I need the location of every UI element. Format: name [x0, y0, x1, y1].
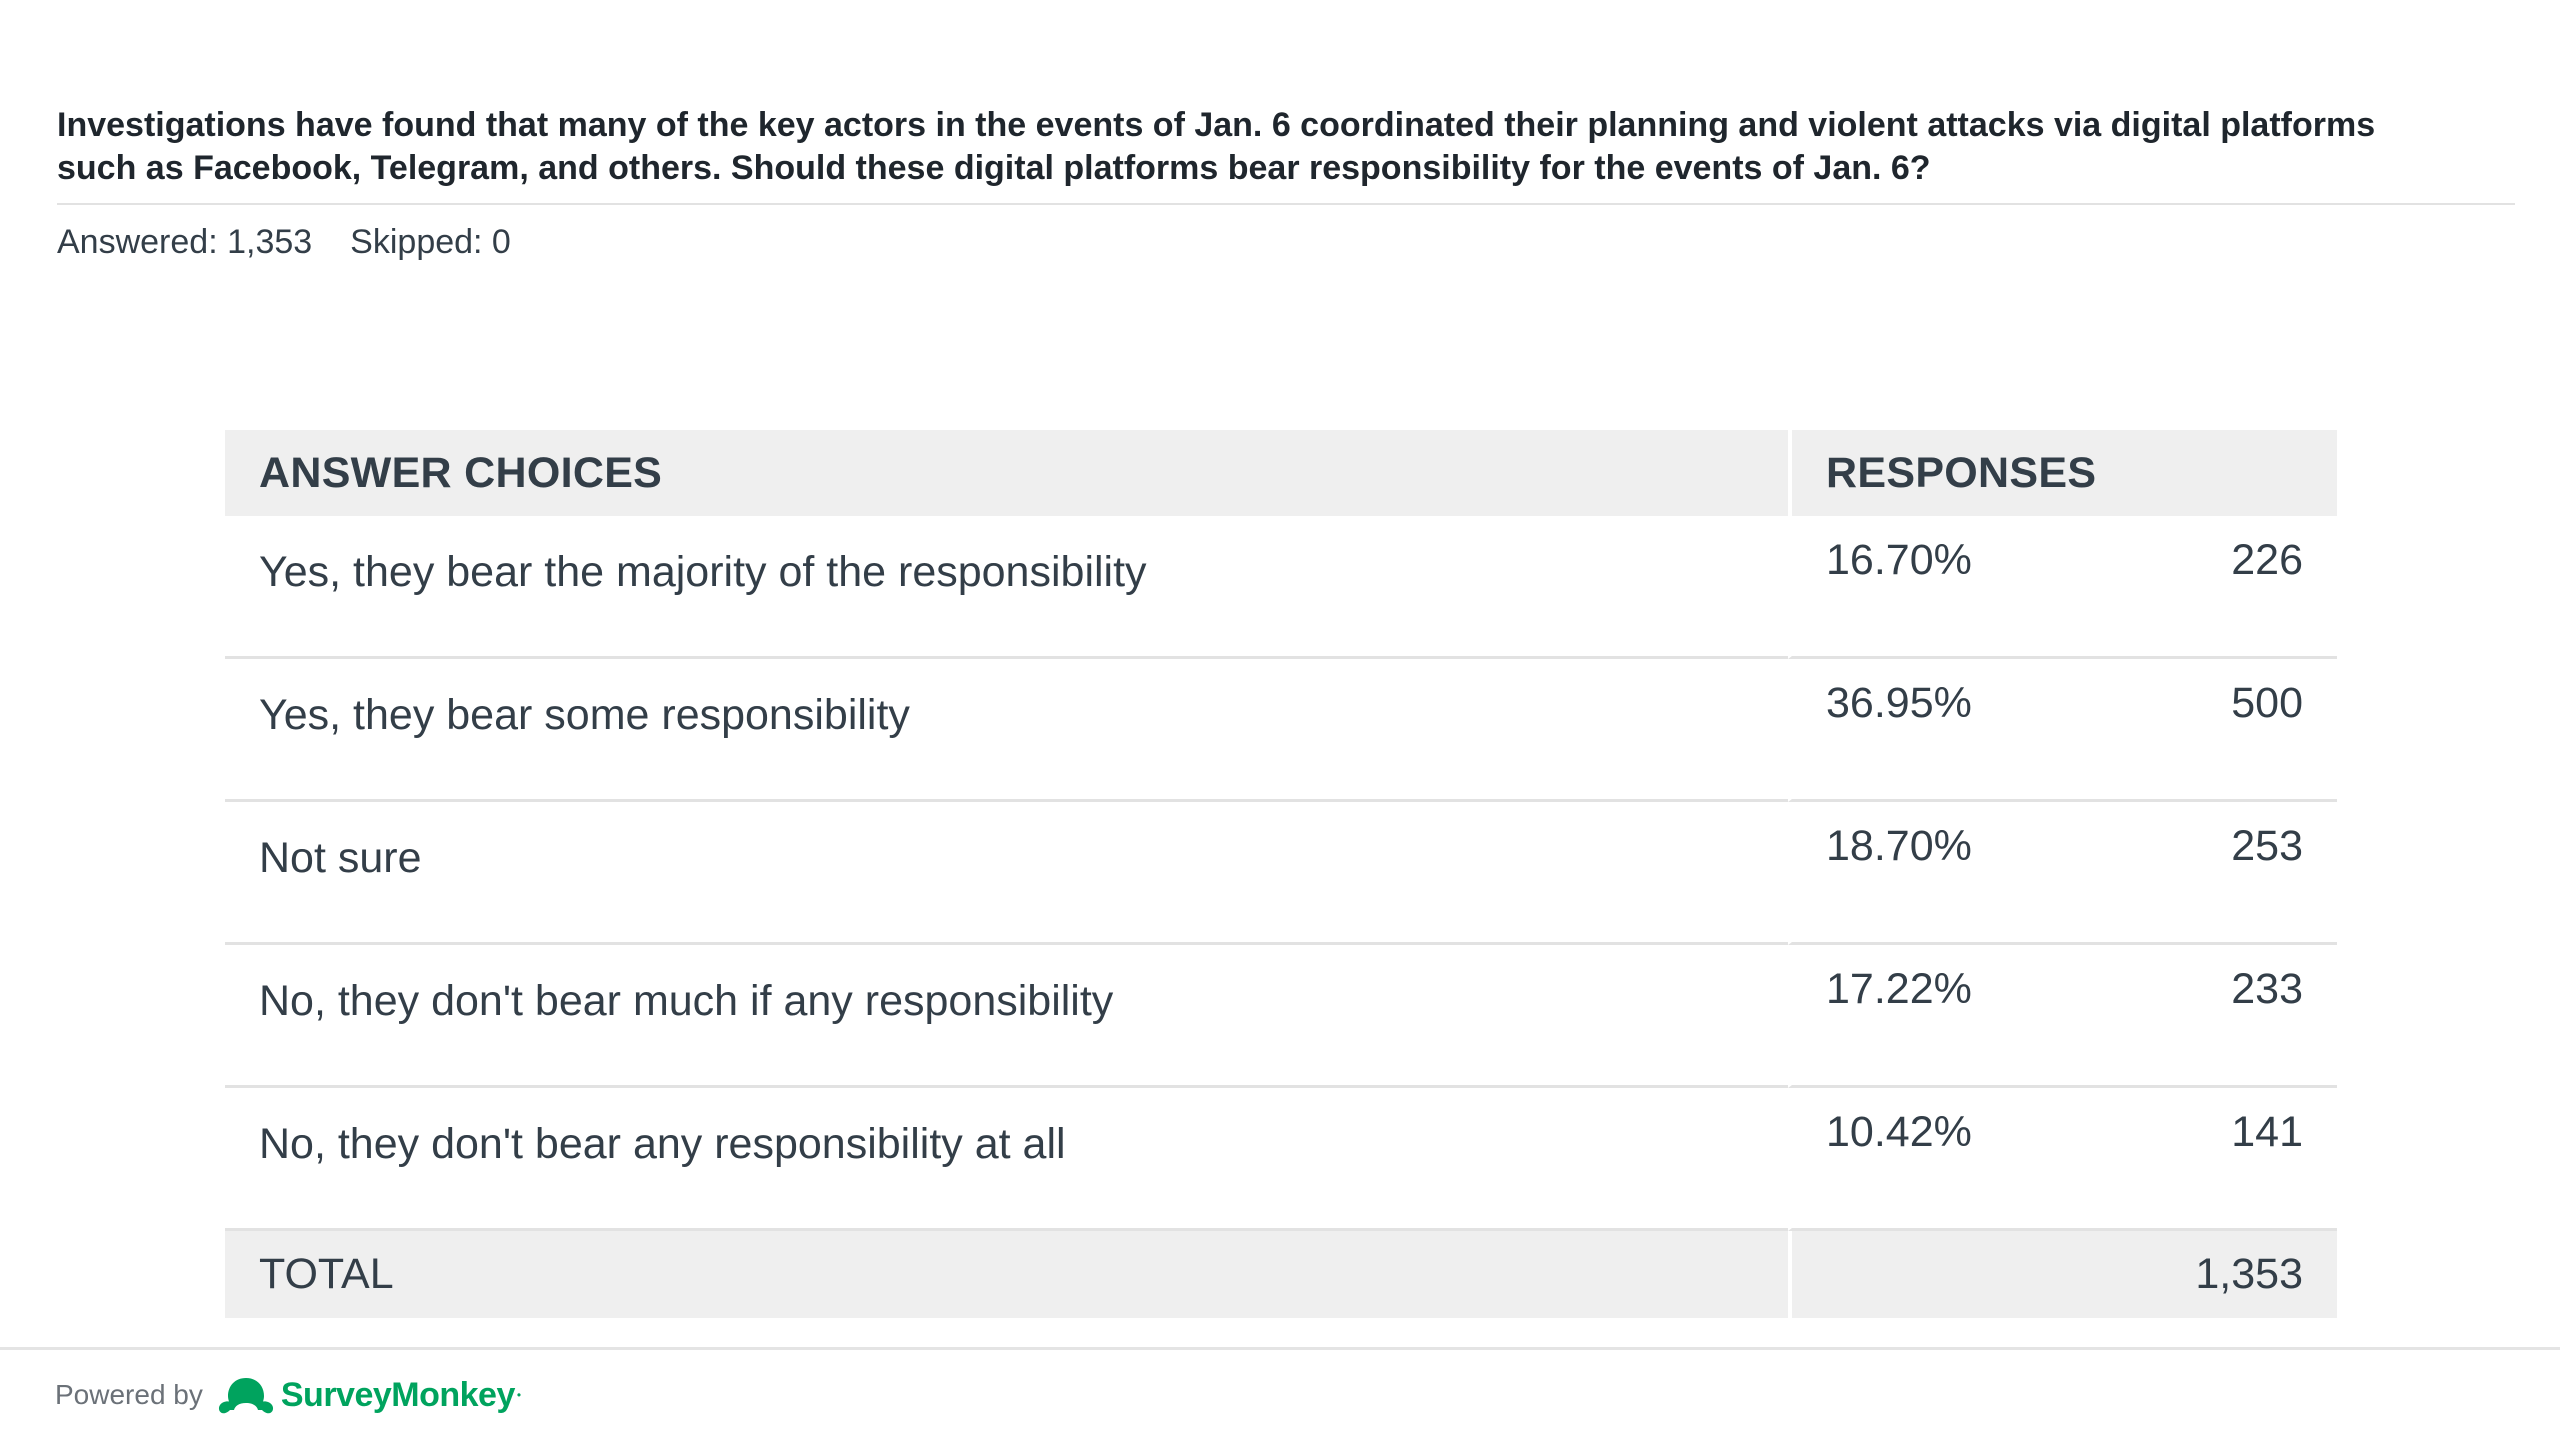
surveymonkey-logo-icon — [218, 1378, 273, 1416]
answer-choice: Not sure — [225, 802, 1788, 945]
answer-choice: No, they don't bear much if any responsi… — [225, 945, 1788, 1088]
answer-choice: No, they don't bear any responsibility a… — [225, 1088, 1788, 1231]
table-row: No, they don't bear much if any responsi… — [225, 945, 2337, 1088]
response-count: 253 — [2062, 802, 2337, 945]
response-percent: 18.70% — [1788, 802, 2062, 945]
table-row: No, they don't bear any responsibility a… — [225, 1088, 2337, 1231]
results-table: ANSWER CHOICES RESPONSES Yes, they bear … — [225, 430, 2337, 1318]
response-percent: 10.42% — [1788, 1088, 2062, 1231]
total-percent-empty — [1788, 1231, 2062, 1318]
total-row: TOTAL 1,353 — [225, 1231, 2337, 1318]
question-divider — [57, 203, 2515, 205]
response-count: 233 — [2062, 945, 2337, 1088]
response-count: 141 — [2062, 1088, 2337, 1231]
table-row: Yes, they bear some responsibility 36.95… — [225, 659, 2337, 802]
response-stats: Answered: 1,353 Skipped: 0 — [57, 220, 549, 264]
response-percent: 17.22% — [1788, 945, 2062, 1088]
skipped-count: Skipped: 0 — [350, 223, 511, 261]
header-answer-choices: ANSWER CHOICES — [225, 430, 1788, 516]
total-label: TOTAL — [225, 1231, 1788, 1318]
table-header-row: ANSWER CHOICES RESPONSES — [225, 430, 2337, 516]
footer: Powered by SurveyMonkey • — [55, 1370, 521, 1420]
answer-choice: Yes, they bear some responsibility — [225, 659, 1788, 802]
registered-mark: • — [516, 1388, 522, 1402]
answered-count: Answered: 1,353 — [57, 223, 313, 261]
powered-by-label: Powered by — [55, 1379, 203, 1410]
response-percent: 16.70% — [1788, 516, 2062, 659]
footer-divider — [0, 1347, 2560, 1350]
table-row: Not sure 18.70% 253 — [225, 802, 2337, 945]
response-count: 226 — [2062, 516, 2337, 659]
table-row: Yes, they bear the majority of the respo… — [225, 516, 2337, 659]
brand-name: SurveyMonkey — [280, 1375, 516, 1414]
response-percent: 36.95% — [1788, 659, 2062, 802]
question-title: Investigations have found that many of t… — [57, 106, 2376, 187]
total-count: 1,353 — [2062, 1231, 2337, 1318]
header-responses: RESPONSES — [1788, 430, 2337, 516]
answer-choice: Yes, they bear the majority of the respo… — [225, 516, 1788, 659]
response-count: 500 — [2062, 659, 2337, 802]
